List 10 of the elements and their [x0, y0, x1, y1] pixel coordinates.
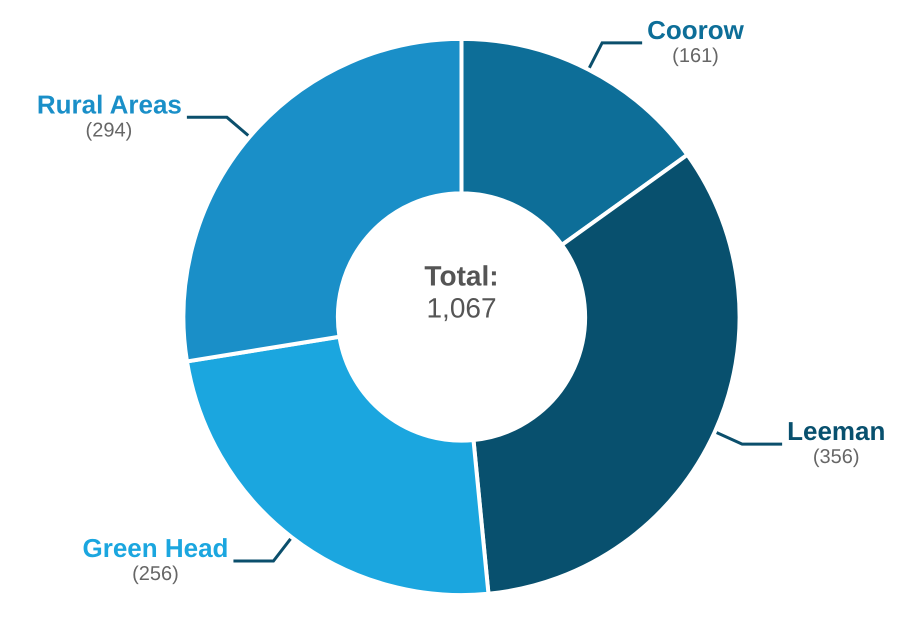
text: Total: [424, 260, 499, 292]
data-label: (294) [86, 119, 132, 142]
slice-label: Coorow [647, 14, 745, 45]
text: 1,067 [426, 292, 497, 324]
slice-label: Rural Areas [36, 89, 182, 120]
data-label: (356) [812, 446, 860, 468]
slice-label: Green Head [82, 533, 228, 564]
data-label: (256) [132, 563, 179, 586]
data-label: (161) [672, 44, 719, 67]
slice-label: Leeman [787, 416, 886, 446]
